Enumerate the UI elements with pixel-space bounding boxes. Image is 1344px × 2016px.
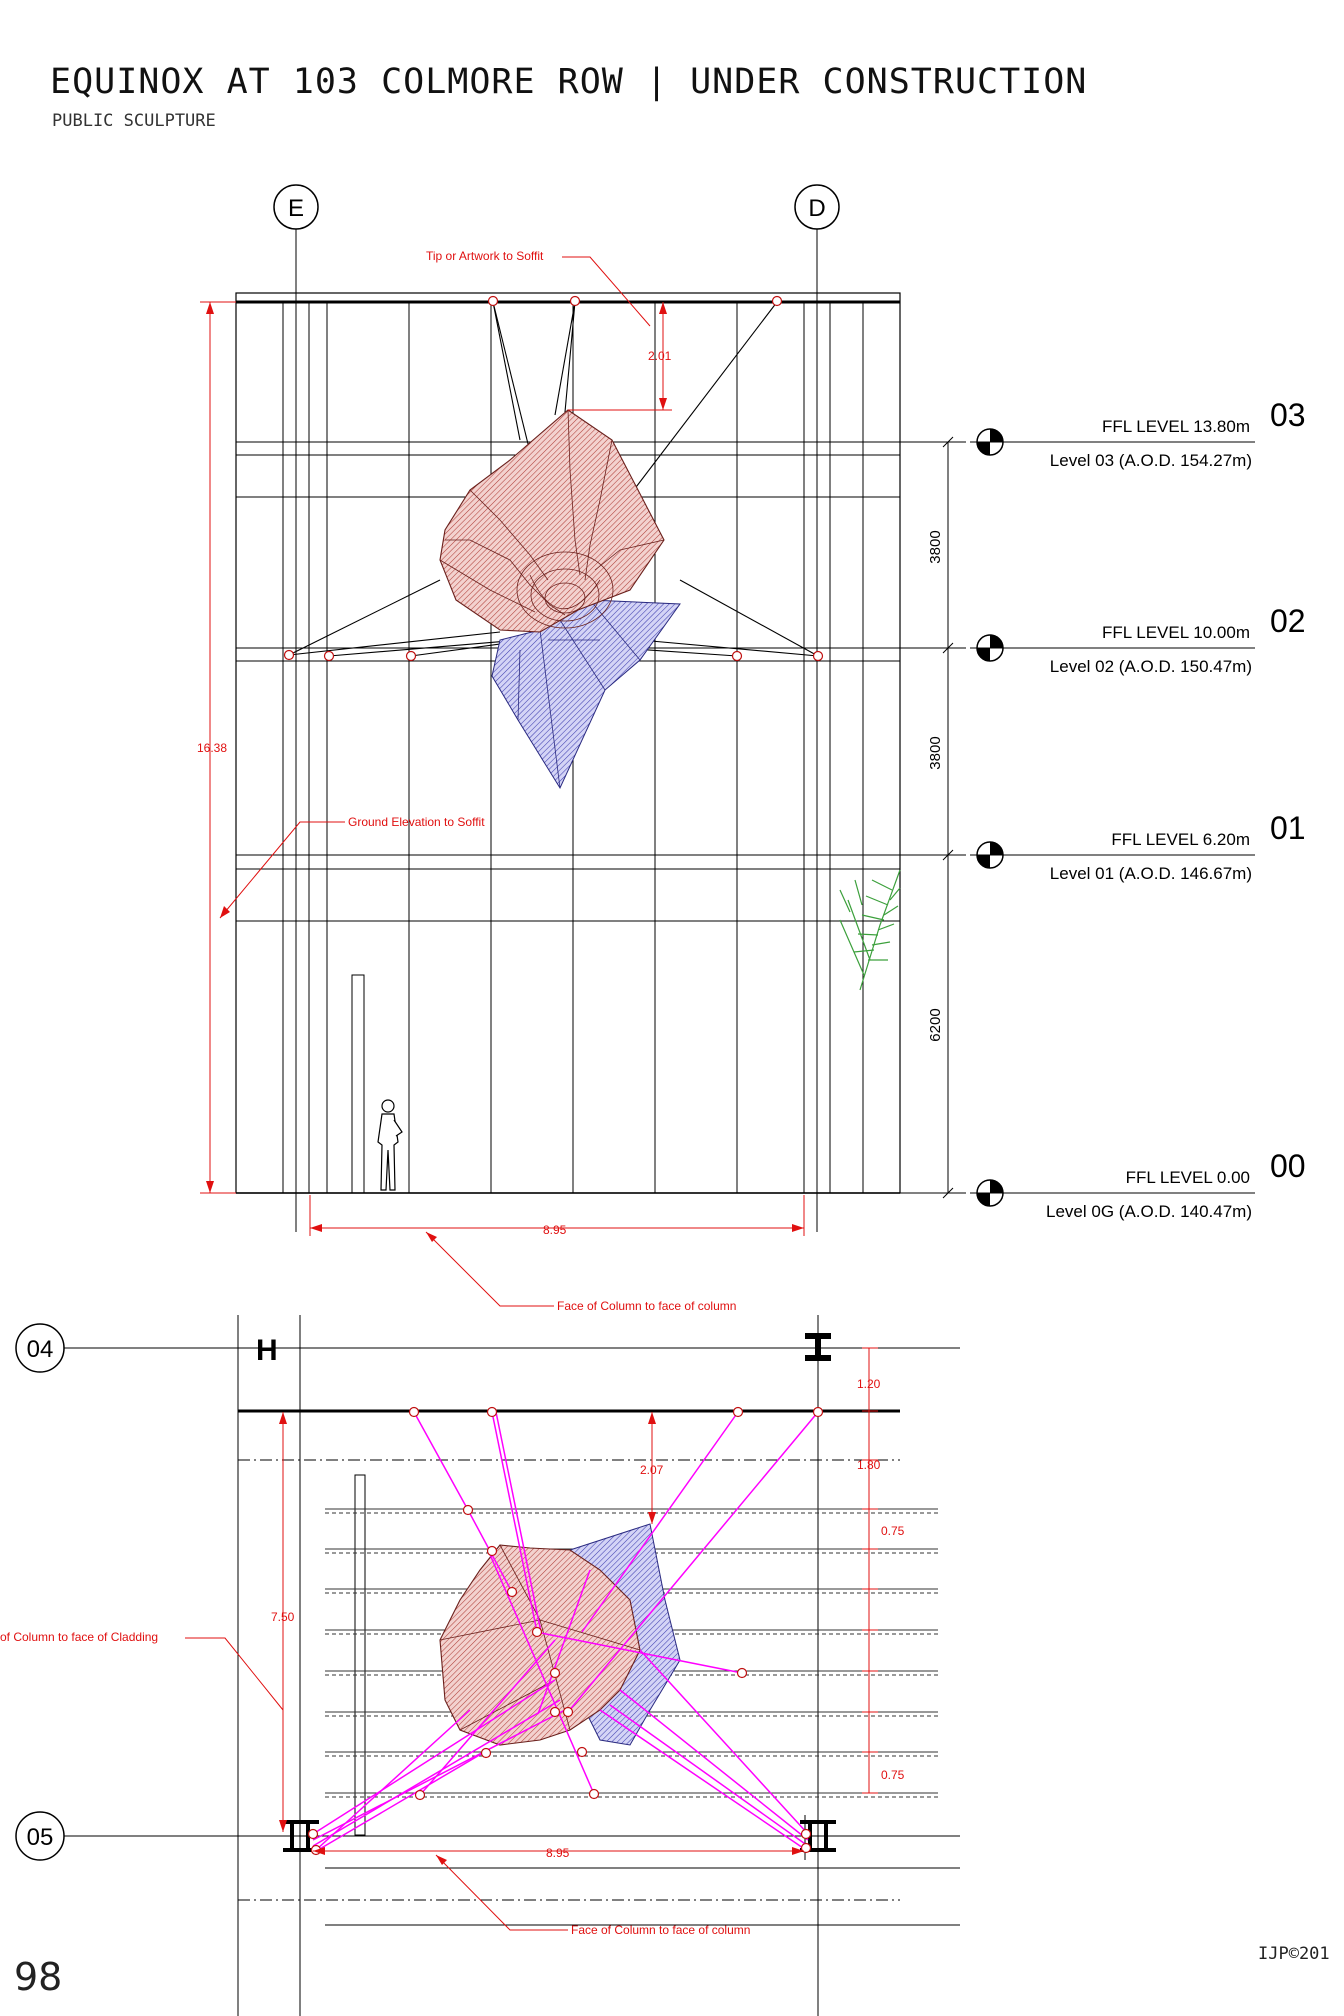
tip-to-soffit-label: Tip or Artwork to Soffit	[426, 249, 544, 263]
level-02-aod: Level 02 (A.O.D. 150.47m)	[1050, 657, 1252, 676]
level-02-number: 02	[1270, 603, 1306, 639]
elevation-face-to-face-label: Face of Column to face of column	[557, 1299, 736, 1313]
level-01-ffl: FFL LEVEL 6.20m	[1111, 830, 1250, 849]
plan-spacing-top: 0.75	[881, 1524, 905, 1538]
sculpture-cables	[288, 301, 819, 657]
plan-grid-lines	[64, 1315, 960, 2016]
plan-red-dimensions	[185, 1347, 878, 1931]
level-marker-03: FFL LEVEL 13.80m Level 03 (A.O.D. 154.27…	[970, 397, 1306, 470]
plan-offset-120: 1.20	[857, 1377, 881, 1391]
ground-to-soffit-label: Ground Elevation to Soffit	[348, 815, 485, 829]
page-title: EQUINOX AT 103 COLMORE ROW | UNDER CONST…	[50, 62, 1088, 102]
page-subtitle: PUBLIC SCULPTURE	[52, 111, 216, 131]
plan-offset-180: 1.80	[857, 1458, 881, 1472]
level-03-number: 03	[1270, 397, 1306, 433]
level-03-ffl: FFL LEVEL 13.80m	[1102, 417, 1250, 436]
level-01-number: 01	[1270, 810, 1306, 846]
grid-label-04: 04	[27, 1336, 54, 1363]
plan-cables	[312, 1411, 819, 1851]
copyright-notice: IJP©201	[1258, 1944, 1330, 1964]
grid-bubble-d: D	[794, 184, 840, 230]
plan-column-top	[805, 1333, 831, 1361]
cable-anchors-elevation	[283, 295, 824, 662]
level-00-number: 00	[1270, 1148, 1306, 1184]
page-number: 98	[14, 1955, 63, 1999]
cable-anchors-plan	[307, 1406, 824, 1856]
level-dimension-line	[900, 436, 966, 1199]
plan-spacing-bottom: 0.75	[881, 1768, 905, 1782]
plan-span-label: 8.95	[546, 1846, 570, 1860]
dim-3800-upper: 3800	[927, 530, 944, 563]
dim-6200: 6200	[927, 1008, 944, 1041]
grid-bubble-04: 04	[15, 1323, 65, 1373]
level-00-aod: Level 0G (A.O.D. 140.47m)	[1046, 1202, 1252, 1221]
level-marker-00: FFL LEVEL 0.00 Level 0G (A.O.D. 140.47m)…	[970, 1148, 1306, 1221]
plan-depth-value: 7.50	[271, 1610, 295, 1624]
plan-column-bottom-left	[283, 1820, 319, 1852]
plan-sculpture-red	[439, 1544, 641, 1746]
grid-bubble-e: E	[273, 184, 319, 230]
tip-value-label: 2.01	[648, 349, 672, 363]
level-01-aod: Level 01 (A.O.D. 146.67m)	[1050, 864, 1252, 883]
grid-label-05: 05	[27, 1824, 54, 1851]
plan-face-to-face-label: Face of Column to face of column	[571, 1923, 750, 1937]
plan-view: 04 05 H	[0, 1315, 960, 2016]
grid-label-e: E	[288, 195, 304, 222]
person-scale-figure	[377, 1099, 403, 1191]
grid-label-h: H	[256, 1334, 278, 1367]
elevation-red-dimensions	[200, 256, 805, 1307]
tree-foliage	[839, 869, 901, 991]
plan-cladding-label: of Column to face of Cladding	[0, 1630, 158, 1644]
dim-3800-lower: 3800	[927, 736, 944, 769]
sculpture-red-section	[439, 409, 665, 633]
elevation-span-label: 8.95	[543, 1223, 567, 1237]
height-value-label: 16.38	[197, 741, 227, 755]
sculpture-blue-section	[491, 599, 681, 790]
level-marker-01: FFL LEVEL 6.20m Level 01 (A.O.D. 146.67m…	[970, 810, 1306, 883]
grid-bubble-05: 05	[15, 1811, 65, 1861]
level-03-aod: Level 03 (A.O.D. 154.27m)	[1050, 451, 1252, 470]
grid-label-d: D	[808, 195, 825, 222]
level-00-ffl: FFL LEVEL 0.00	[1126, 1168, 1250, 1187]
plan-tip-value: 2.07	[640, 1463, 664, 1477]
level-marker-02: FFL LEVEL 10.00m Level 02 (A.O.D. 150.47…	[970, 603, 1306, 676]
level-02-ffl: FFL LEVEL 10.00m	[1102, 623, 1250, 642]
elevation-view: E D	[197, 184, 1306, 1313]
